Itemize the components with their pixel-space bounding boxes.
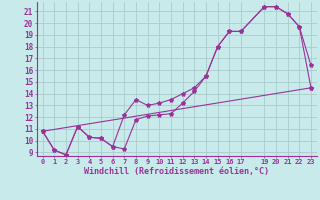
X-axis label: Windchill (Refroidissement éolien,°C): Windchill (Refroidissement éolien,°C) <box>84 167 269 176</box>
